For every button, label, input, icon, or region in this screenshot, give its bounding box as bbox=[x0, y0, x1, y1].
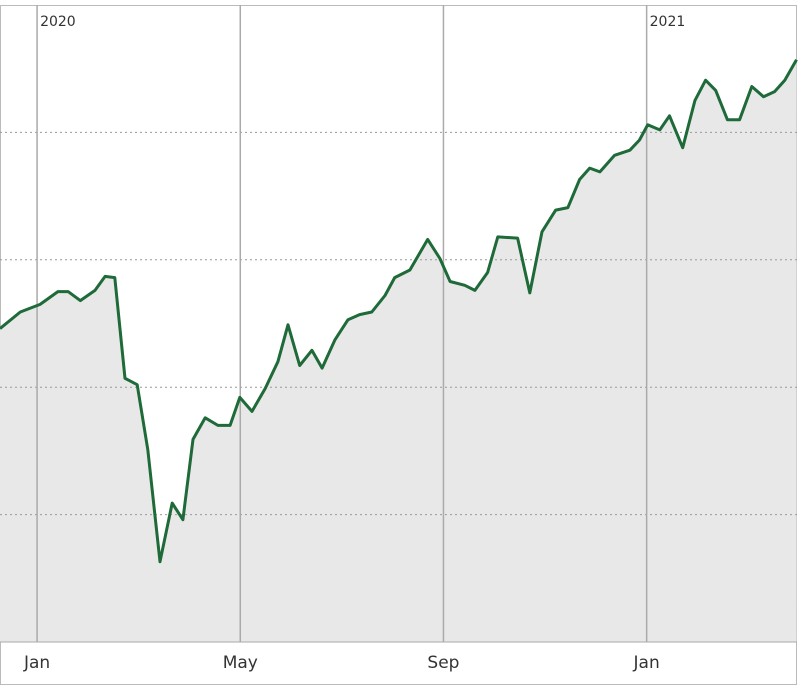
year-label: 2021 bbox=[650, 14, 686, 30]
area bbox=[0, 59, 797, 643]
year-label: 2020 bbox=[40, 14, 76, 30]
x-tick-label: Jan bbox=[23, 653, 50, 673]
line bbox=[0, 59, 798, 564]
x-tick-label: Jan bbox=[633, 653, 660, 673]
x-tick-label: May bbox=[223, 653, 258, 673]
x-tick-label: Sep bbox=[427, 653, 459, 673]
